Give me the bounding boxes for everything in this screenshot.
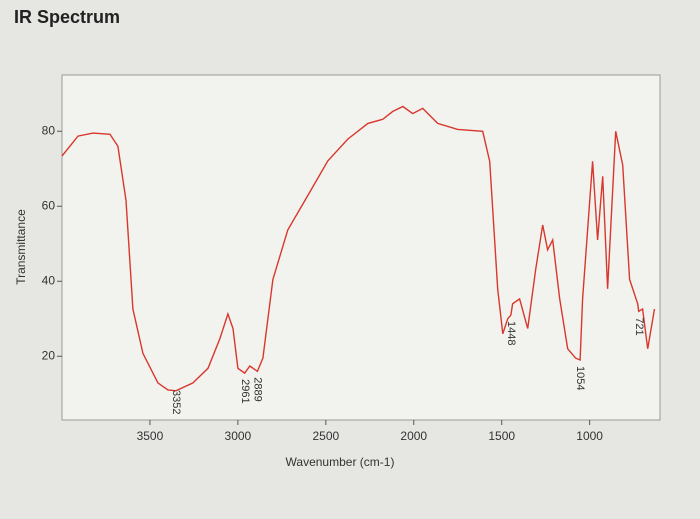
peak-label: 3352 <box>170 390 182 414</box>
x-tick-label: 3500 <box>137 429 164 443</box>
x-tick-label: 1500 <box>488 429 515 443</box>
x-axis-label: Wavenumber (cm-1) <box>286 455 395 469</box>
chart-title: IR Spectrum <box>14 7 120 27</box>
peak-label: 2961 <box>239 379 251 403</box>
spectrum-line <box>61 105 656 392</box>
peak-label: 721 <box>633 317 645 335</box>
peak-label: 2889 <box>251 377 263 401</box>
peak-label: 1054 <box>574 366 586 390</box>
x-tick-label: 3000 <box>225 429 252 443</box>
y-tick-label: 80 <box>42 123 56 137</box>
x-tick-label: 2500 <box>312 429 339 443</box>
y-tick-label: 20 <box>42 348 56 362</box>
x-tick-label: 1000 <box>576 429 603 443</box>
y-tick-label: 40 <box>42 273 56 287</box>
x-tick-label: 2000 <box>400 429 427 443</box>
peak-label: 1448 <box>505 321 517 345</box>
plot-area <box>61 74 661 421</box>
y-axis-label: Transmittance <box>14 209 28 285</box>
y-tick-label: 60 <box>42 198 56 212</box>
